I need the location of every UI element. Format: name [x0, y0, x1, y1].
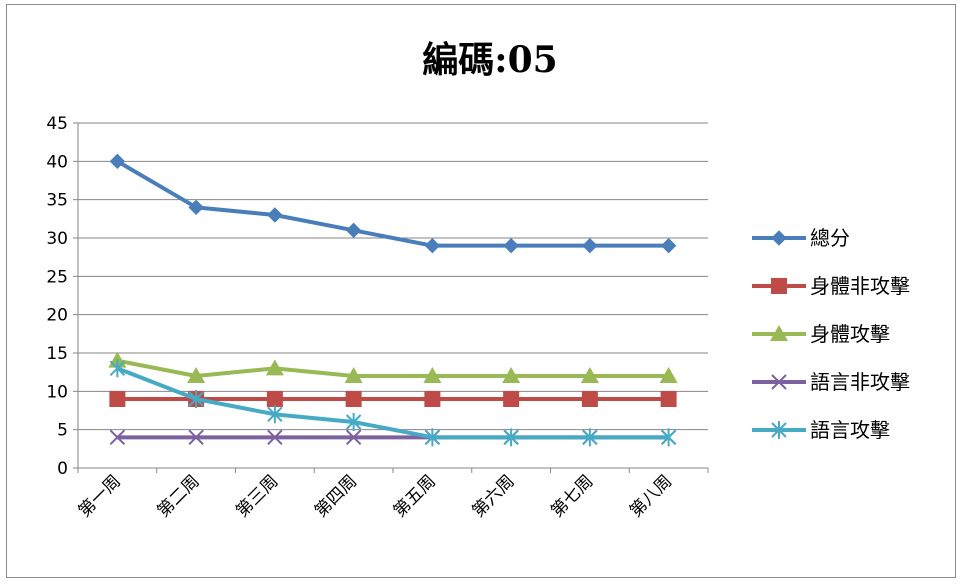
data-point: [345, 429, 362, 446]
data-point: [188, 199, 204, 216]
data-point: [424, 391, 441, 407]
legend-item: 身體非攻擊: [752, 274, 910, 298]
data-point: [267, 207, 283, 223]
data-point: [266, 391, 283, 407]
y-tick-label: 40: [46, 152, 68, 172]
x-axis: 第一周 第二周 第三周 第四周 第五周 第六周 第七周 第八周: [75, 467, 709, 522]
data-point: [424, 428, 441, 447]
data-point: [660, 237, 677, 254]
marker-stroke: [109, 429, 126, 446]
legend-marker: [771, 278, 787, 294]
series-line: [116, 366, 669, 440]
data-point: [659, 367, 678, 383]
data-point: [267, 405, 283, 424]
series-1: [109, 153, 677, 254]
marker-stroke: [267, 429, 283, 446]
legend-label: 語言非攻擊: [810, 370, 910, 394]
x-tick-label: 第六周: [468, 471, 518, 521]
y-tick-label: 10: [46, 382, 68, 402]
y-tick-label: 5: [57, 421, 68, 441]
x-tick-label: 第一周: [75, 471, 125, 521]
data-point: [109, 391, 126, 407]
data-point: [345, 391, 362, 407]
legend-label: 語言攻擊: [810, 418, 890, 442]
data-point: [581, 391, 598, 407]
y-axis: 0 5 10 15 20 25 30 35 40 45: [46, 114, 79, 479]
legend-item: 總分: [752, 226, 850, 250]
y-tick-label: 20: [46, 306, 68, 326]
x-tick-label: 第四周: [311, 471, 361, 521]
data-point: [109, 153, 126, 170]
series-line: [116, 159, 669, 248]
legend-marker: [771, 374, 787, 390]
data-point: [265, 359, 284, 376]
marker-stroke: [771, 374, 787, 390]
y-tick-label: 0: [57, 459, 68, 479]
x-tick-label: 第七周: [547, 471, 597, 521]
legend-label: 身體攻擊: [810, 322, 890, 346]
series-3: [108, 351, 678, 383]
data-point: [503, 428, 519, 447]
gridlines: [78, 122, 708, 431]
data-point: [424, 237, 441, 254]
data-point: [109, 429, 126, 446]
x-tick-label: 第二周: [153, 471, 203, 521]
data-point: [660, 391, 677, 407]
data-point: [344, 367, 363, 383]
legend-marker: [771, 230, 787, 246]
series-5: [109, 359, 677, 447]
y-tick-label: 25: [46, 267, 68, 287]
legend-item: 語言攻擊: [752, 418, 890, 442]
legend-item: 語言非攻擊: [752, 370, 910, 394]
y-tick-label: 35: [46, 191, 68, 211]
series-line: [116, 358, 669, 378]
marker-stroke: [188, 429, 204, 446]
data-point: [582, 237, 598, 254]
legend-label: 身體非攻擊: [810, 274, 910, 298]
legend-marker: [771, 421, 787, 439]
x-tick-label: 第三周: [232, 471, 282, 521]
data-point: [582, 428, 598, 447]
x-tick-label: 第八周: [626, 471, 676, 521]
data-point: [503, 237, 519, 254]
data-point: [188, 429, 204, 446]
legend-marker: [770, 325, 788, 341]
data-point: [423, 367, 442, 383]
data-point: [345, 222, 362, 239]
series-group: [108, 153, 678, 447]
chart-frame: [6, 4, 956, 578]
legend-item: 身體攻擊: [752, 322, 890, 346]
data-point: [345, 413, 362, 431]
data-point: [188, 390, 204, 408]
data-point: [109, 359, 126, 378]
y-tick-label: 30: [46, 229, 68, 249]
chart-title: 編碼:05: [422, 39, 557, 81]
x-tick-label: 第五周: [390, 471, 440, 521]
data-point: [580, 367, 599, 383]
data-point: [267, 429, 283, 446]
data-point: [502, 367, 521, 383]
marker-stroke: [345, 429, 362, 446]
y-tick-label: 45: [46, 114, 68, 134]
y-tick-label: 15: [46, 344, 68, 364]
data-point: [660, 428, 677, 447]
legend-label: 總分: [810, 226, 850, 250]
data-point: [187, 367, 206, 383]
data-point: [503, 391, 520, 407]
